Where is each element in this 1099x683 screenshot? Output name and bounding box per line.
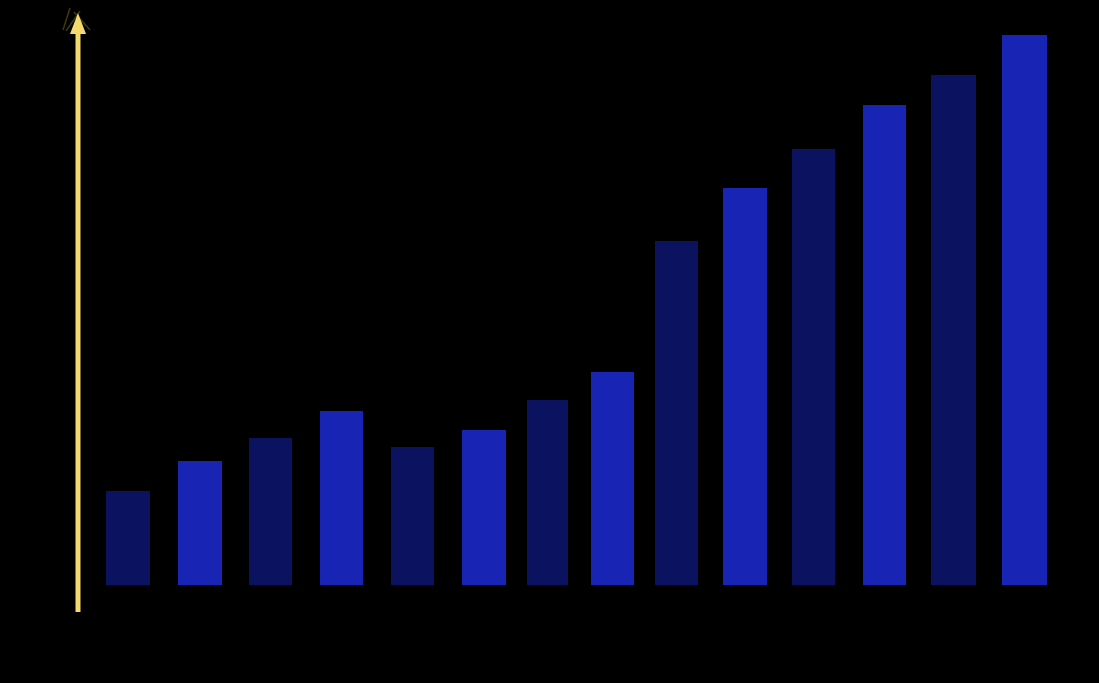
bar — [863, 105, 906, 585]
bar — [249, 438, 292, 585]
bar — [591, 372, 634, 585]
bar — [792, 149, 835, 585]
bar — [1002, 35, 1047, 585]
bar — [527, 400, 568, 585]
bar — [106, 491, 150, 585]
bar — [655, 241, 698, 585]
bar — [178, 461, 222, 585]
bar — [320, 411, 363, 585]
bar — [723, 188, 767, 585]
bar — [931, 75, 976, 585]
bar — [391, 447, 434, 585]
bar — [462, 430, 506, 585]
